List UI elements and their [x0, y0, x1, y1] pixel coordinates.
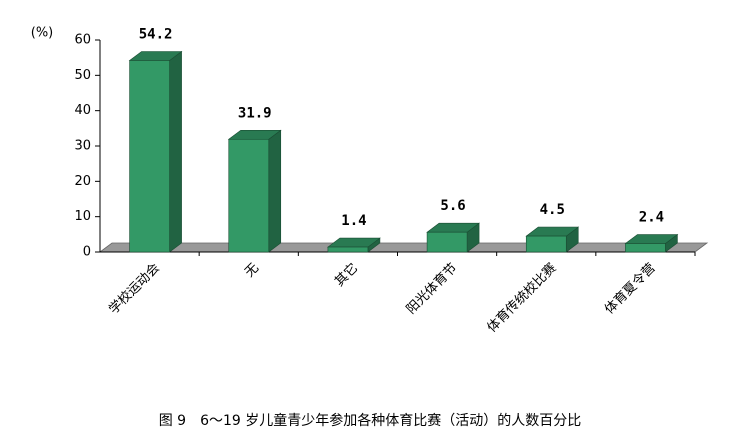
- bar-side: [268, 129, 282, 253]
- value-label: 4.5: [540, 202, 565, 218]
- bar: [327, 246, 369, 253]
- y-tick-label: 0: [83, 245, 91, 260]
- x-tick-label: 阳光体育节: [403, 260, 460, 317]
- floor: [98, 242, 709, 253]
- y-tick-label: 40: [74, 103, 91, 118]
- value-label: 5.6: [440, 198, 465, 214]
- x-tick-label: 体育夏令营: [601, 260, 658, 317]
- bar: [129, 60, 170, 253]
- value-label: 1.4: [341, 213, 366, 229]
- x-tick-label: 学校运动会: [106, 260, 163, 317]
- bar: [525, 235, 567, 253]
- value-label: 2.4: [639, 210, 664, 226]
- x-tick-label: 其它: [332, 260, 362, 290]
- value-label: 54.2: [139, 26, 173, 42]
- chart-title: 图 9 6～19 岁儿童青少年参加各种体育比赛（活动）的人数百分比: [159, 412, 582, 429]
- bar: [426, 231, 468, 253]
- y-tick-label: 20: [74, 174, 91, 189]
- x-tick-label: 无: [242, 261, 262, 281]
- y-tick-label: 50: [74, 68, 91, 83]
- value-label: 31.9: [238, 105, 272, 121]
- y-axis-label: (%): [31, 26, 54, 41]
- bar: [228, 138, 270, 253]
- y-tick-label: 30: [74, 139, 91, 154]
- y-tick-label: 10: [74, 209, 91, 224]
- x-tick-label: 体育传统校比赛: [484, 260, 560, 336]
- y-tick-label: 60: [74, 33, 91, 48]
- bar-side: [169, 50, 182, 253]
- bar: [625, 243, 666, 253]
